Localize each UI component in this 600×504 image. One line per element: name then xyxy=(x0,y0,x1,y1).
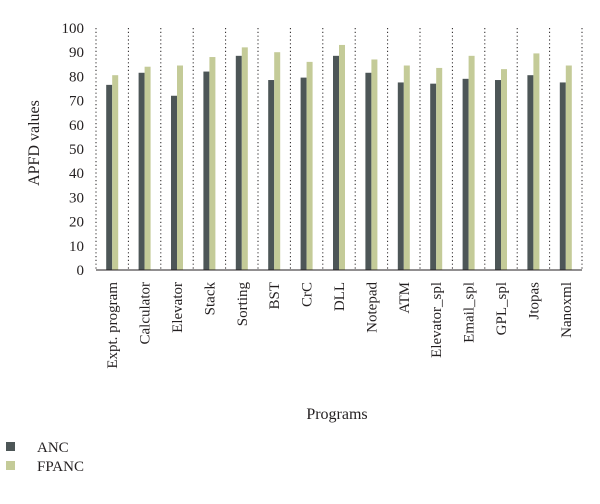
bar-fpanc-5 xyxy=(274,52,281,271)
legend-label-anc: ANC xyxy=(37,440,69,456)
x-tick-label: CrC xyxy=(300,282,316,307)
bar-anc-1 xyxy=(138,72,145,271)
bar-fpanc-8 xyxy=(371,59,378,271)
y-axis-title: APFD values xyxy=(26,100,43,186)
x-tick-label: Notepad xyxy=(364,282,380,333)
x-tick-label: Elevator xyxy=(170,282,186,333)
y-tick-label: 40 xyxy=(69,166,84,182)
bar-anc-13 xyxy=(527,75,534,270)
x-tick-label: Nanoxml xyxy=(559,282,575,338)
x-tick-label: Sorting xyxy=(235,282,251,327)
bars xyxy=(106,44,572,271)
x-tick-label: GPL_spl xyxy=(494,282,510,335)
x-tick-label: DLL xyxy=(332,282,348,311)
y-axis-ticks: 0 10 20 30 40 50 60 70 80 90 100 xyxy=(62,21,85,279)
bar-anc-12 xyxy=(495,80,501,270)
x-axis-title: Programs xyxy=(306,406,367,423)
bar-fpanc-4 xyxy=(241,47,248,270)
legend-swatch-anc xyxy=(6,442,15,451)
bar-anc-6 xyxy=(300,77,307,270)
x-tick-label: Calculator xyxy=(138,282,154,344)
bar-anc-8 xyxy=(365,72,372,271)
x-tick-label: Expt. program xyxy=(105,282,121,369)
y-tick-label: 50 xyxy=(69,142,84,158)
bar-fpanc-11 xyxy=(468,55,475,270)
bar-anc-9 xyxy=(397,82,404,270)
bar-fpanc-1 xyxy=(144,66,151,270)
x-tick-label: Elevator_spl xyxy=(429,282,445,358)
bar-anc-2 xyxy=(171,95,177,270)
bar-anc-10 xyxy=(430,83,437,270)
y-tick-label: 20 xyxy=(69,215,84,231)
bar-anc-14 xyxy=(559,82,566,270)
x-tick-label: BST xyxy=(267,282,283,310)
bar-anc-0 xyxy=(106,84,113,271)
y-tick-label: 100 xyxy=(62,21,85,37)
bar-fpanc-0 xyxy=(112,75,119,270)
bar-fpanc-6 xyxy=(306,61,313,270)
y-tick-label: 80 xyxy=(69,69,84,85)
x-tick-label: Stack xyxy=(202,282,218,316)
bar-anc-5 xyxy=(268,80,275,270)
y-tick-label: 60 xyxy=(69,118,84,134)
bar-anc-11 xyxy=(462,78,469,270)
y-tick-label: 10 xyxy=(69,239,84,255)
gridlines xyxy=(95,28,583,270)
x-axis-ticks: Expt. program Calculator Elevator Stack Sort… xyxy=(105,282,575,369)
bar-anc-4 xyxy=(235,55,242,270)
y-tick-label: 0 xyxy=(77,263,85,279)
y-tick-label: 30 xyxy=(69,190,84,206)
bar-fpanc-10 xyxy=(436,67,443,271)
bar-fpanc-3 xyxy=(209,57,216,270)
legend-swatch-fpanc xyxy=(6,461,15,470)
bar-anc-7 xyxy=(333,55,339,270)
legend-label-fpanc: FPANC xyxy=(37,459,84,475)
x-tick-label: Jtopas xyxy=(526,282,542,320)
legend: ANC FPANC xyxy=(6,440,84,475)
bar-anc-3 xyxy=(203,71,210,270)
x-tick-label: Email_spl xyxy=(462,282,478,343)
bar-fpanc-12 xyxy=(501,69,507,270)
x-tick-label: ATM xyxy=(397,282,413,314)
bar-fpanc-2 xyxy=(177,65,183,270)
bar-fpanc-7 xyxy=(339,44,345,270)
bar-fpanc-9 xyxy=(403,65,410,270)
y-tick-label: 90 xyxy=(69,45,84,61)
bar-fpanc-14 xyxy=(565,65,572,270)
bar-fpanc-13 xyxy=(533,53,540,270)
y-tick-label: 70 xyxy=(69,94,84,110)
